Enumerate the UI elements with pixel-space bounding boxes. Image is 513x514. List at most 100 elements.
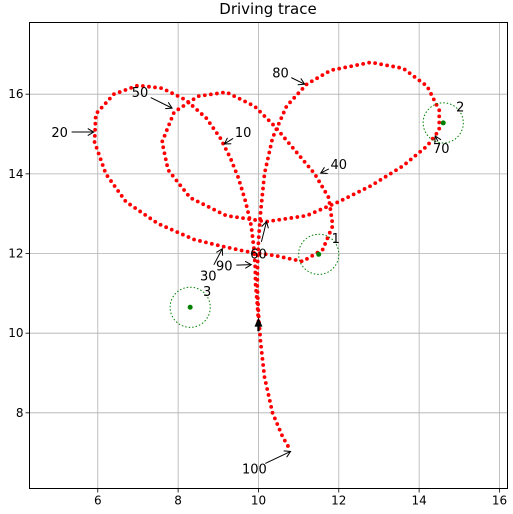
landmarks: 1 2 3 <box>169 101 464 328</box>
trace-point <box>262 174 267 179</box>
trace-point <box>255 296 260 301</box>
trace-point <box>164 128 169 132</box>
trace-point <box>116 189 121 193</box>
trace-point <box>134 83 139 88</box>
trace-point <box>379 62 384 67</box>
annotation-label: 50 <box>132 86 149 101</box>
trace-point <box>192 237 196 242</box>
trace-point <box>162 151 167 156</box>
trace-point <box>404 161 408 166</box>
trace-point <box>92 140 97 144</box>
car-arrow-head <box>254 317 263 327</box>
trace-point <box>182 188 186 192</box>
trace-point <box>314 174 318 178</box>
trace-point <box>233 169 238 174</box>
trace-point <box>217 210 222 215</box>
trace-point <box>329 202 334 207</box>
trace-point <box>260 357 265 361</box>
trace-point <box>285 444 290 448</box>
trace-point <box>286 141 291 146</box>
trace-point <box>429 92 433 96</box>
landmark-label: 3 <box>203 285 211 300</box>
trace-point <box>198 239 202 243</box>
trace-point <box>300 86 305 91</box>
trace-point <box>349 64 354 69</box>
landmark-label: 2 <box>456 101 464 116</box>
grid-lines <box>29 22 508 489</box>
trace-point <box>112 184 117 188</box>
trace-point <box>351 192 356 197</box>
trace-point <box>98 157 103 162</box>
trace-point <box>170 173 175 178</box>
trace-point <box>159 86 163 91</box>
trace-point <box>362 187 367 191</box>
trace-point <box>292 95 297 100</box>
trace-point <box>284 105 289 109</box>
annotation-arrow <box>213 248 223 266</box>
trace-point <box>299 259 304 264</box>
landmark-circle <box>298 233 340 275</box>
trace-point <box>251 240 256 245</box>
trace-point <box>258 109 262 114</box>
trace-point <box>241 216 245 221</box>
x-tick-label: 14 <box>411 494 426 508</box>
trace-point <box>268 144 273 149</box>
trace-point <box>221 141 225 146</box>
trace-point <box>271 132 276 137</box>
trace-point <box>277 427 282 432</box>
trace-point <box>266 118 271 123</box>
trace-point <box>255 265 260 270</box>
trace-point <box>195 199 200 204</box>
trace-point <box>340 197 345 202</box>
trace-point <box>302 159 307 164</box>
trace-point <box>255 277 260 282</box>
trace-point <box>259 350 264 355</box>
landmark-circle <box>422 102 464 144</box>
trace-point <box>245 249 250 254</box>
trace-point <box>276 121 281 126</box>
trace-point <box>237 96 242 101</box>
annotation-arrow <box>150 97 173 109</box>
trace-point <box>434 131 439 136</box>
trace-point <box>191 97 196 102</box>
trace-point <box>231 163 236 168</box>
trace-point <box>329 213 334 218</box>
trace-point <box>298 155 303 160</box>
trace-point <box>265 387 270 391</box>
trace-point <box>326 195 331 199</box>
trace-point <box>147 84 151 89</box>
trace-point <box>412 74 417 79</box>
trace-point <box>287 256 292 261</box>
trace-point <box>215 243 220 248</box>
trace-point <box>310 169 315 174</box>
trace-point <box>270 410 275 415</box>
trace-point <box>271 122 275 127</box>
trace-point <box>253 218 258 222</box>
trace-point <box>243 99 248 104</box>
trace-point <box>93 121 98 126</box>
trace-point <box>304 82 309 87</box>
trace-point <box>201 202 206 207</box>
trace-point <box>186 235 191 239</box>
trace-point <box>283 136 287 141</box>
annotation-arrowhead <box>297 78 306 86</box>
trace-point <box>169 227 174 232</box>
trace-point <box>233 247 238 252</box>
trace-point <box>383 174 388 179</box>
trace-point <box>355 63 360 67</box>
trace-point <box>249 228 254 232</box>
trace-point <box>272 416 277 421</box>
trace-point <box>256 314 261 319</box>
trace-point <box>209 241 214 246</box>
trace-point <box>102 168 107 173</box>
trace-point <box>227 246 232 250</box>
trace-point <box>427 141 431 146</box>
annotation-arrow <box>291 77 305 85</box>
trace-point <box>140 84 145 88</box>
trace-point <box>204 116 209 121</box>
annotation-arrowhead <box>244 260 253 269</box>
trace-point <box>259 204 264 209</box>
trace-point <box>270 138 274 143</box>
annotation-arrowhead <box>434 135 442 143</box>
